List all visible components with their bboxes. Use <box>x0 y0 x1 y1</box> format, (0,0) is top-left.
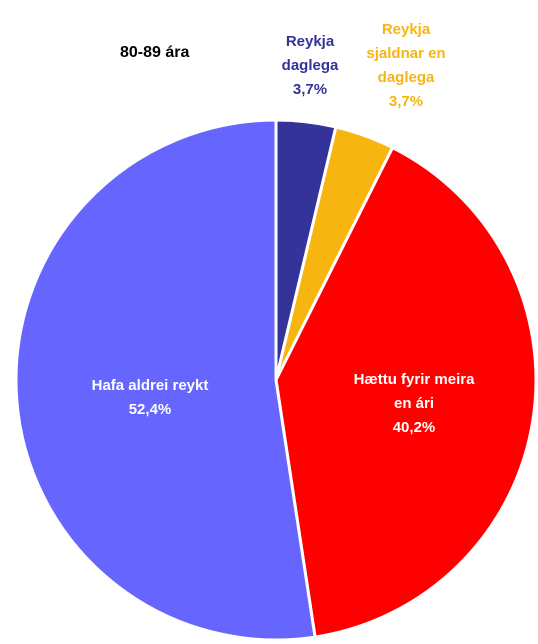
slice-label: Hafa aldrei reykt 52,4% <box>85 374 215 422</box>
slice-label: Reykja sjaldnar en daglega 3,7% <box>356 18 456 114</box>
category-label: Reykja daglega <box>281 33 339 74</box>
chart-title: 80-89 ára <box>120 44 190 61</box>
value-label: 3,7% <box>388 93 424 110</box>
value-label: 52,4% <box>128 401 172 418</box>
pie-slice <box>14 118 317 642</box>
category-label: Hafa aldrei reykt <box>91 377 209 394</box>
value-label: 40,2% <box>392 419 436 436</box>
value-label: 3,7% <box>292 81 328 98</box>
slice-label: Reykja daglega 3,7% <box>270 30 350 102</box>
pie-slice <box>274 145 538 639</box>
category-label: Hættu fyrir meira en ári <box>353 371 475 412</box>
category-label: Reykja sjaldnar en daglega <box>366 21 446 86</box>
slice-label: Hættu fyrir meira en ári 40,2% <box>349 368 479 440</box>
